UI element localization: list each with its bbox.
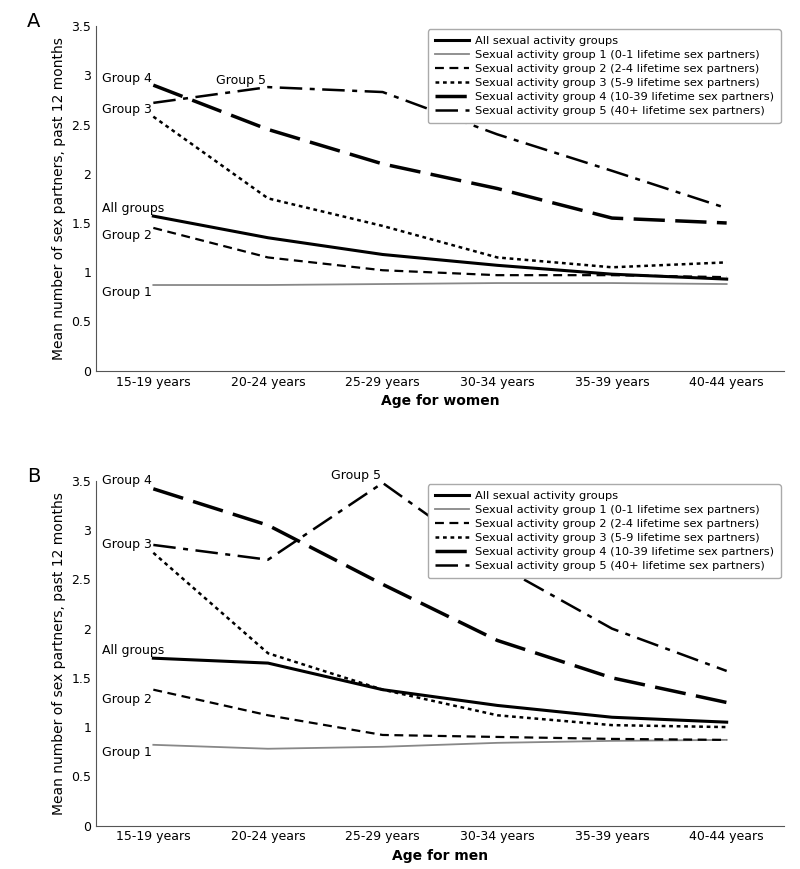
Text: Group 4: Group 4	[102, 474, 152, 488]
Text: Group 2: Group 2	[102, 693, 152, 706]
Text: Group 4: Group 4	[102, 72, 152, 85]
Y-axis label: Mean number of sex partners, past 12 months: Mean number of sex partners, past 12 mon…	[51, 37, 66, 360]
Text: Group 1: Group 1	[102, 287, 152, 300]
Text: All groups: All groups	[102, 644, 164, 657]
Text: Group 5: Group 5	[216, 74, 266, 87]
X-axis label: Age for women: Age for women	[381, 394, 499, 408]
Text: Group 3: Group 3	[102, 539, 152, 552]
Text: Group 1: Group 1	[102, 746, 152, 760]
Text: A: A	[27, 12, 41, 31]
Legend: All sexual activity groups, Sexual activity group 1 (0-1 lifetime sex partners),: All sexual activity groups, Sexual activ…	[428, 30, 781, 123]
X-axis label: Age for men: Age for men	[392, 849, 488, 863]
Text: Group 2: Group 2	[102, 229, 152, 242]
Y-axis label: Mean number of sex partners, past 12 months: Mean number of sex partners, past 12 mon…	[51, 492, 66, 814]
Text: All groups: All groups	[102, 202, 164, 215]
Legend: All sexual activity groups, Sexual activity group 1 (0-1 lifetime sex partners),: All sexual activity groups, Sexual activ…	[428, 484, 781, 578]
Text: B: B	[27, 468, 41, 486]
Text: Group 5: Group 5	[331, 468, 381, 481]
Text: Group 3: Group 3	[102, 103, 152, 116]
